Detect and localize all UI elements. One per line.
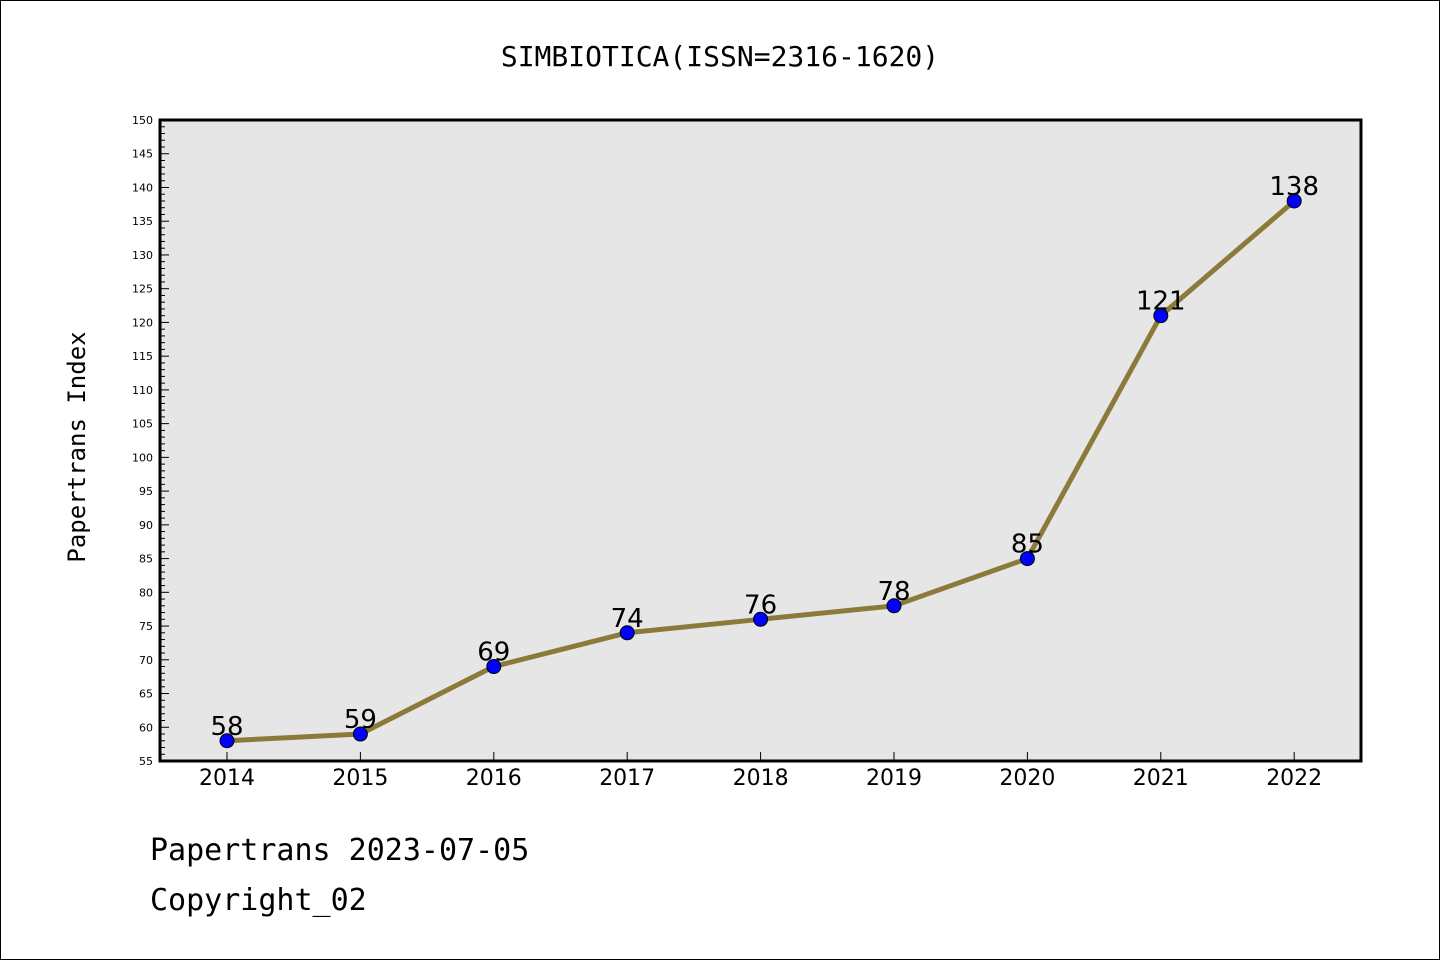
data-label: 69 xyxy=(477,638,510,668)
data-label: 138 xyxy=(1269,172,1319,202)
chart-title: SIMBIOTICA(ISSN=2316-1620) xyxy=(501,40,939,73)
y-tick-label: 115 xyxy=(132,350,153,363)
y-tick-label: 70 xyxy=(139,654,153,667)
plot-area xyxy=(158,118,1363,763)
x-tick-label: 2016 xyxy=(466,766,522,791)
y-tick-label: 105 xyxy=(132,418,153,431)
data-point xyxy=(219,733,235,749)
x-tick-label: 2019 xyxy=(866,766,922,791)
y-axis-ticks: 55 60 65 70 75 80 85 90 95 100 105 110 115 120 125 130 1… xyxy=(132,114,169,768)
y-tick-label: 60 xyxy=(139,721,153,734)
y-tick-label: 145 xyxy=(132,148,153,161)
x-tick-label: 2017 xyxy=(599,766,655,791)
data-label: 76 xyxy=(744,590,777,620)
data-point xyxy=(1019,551,1035,567)
data-point xyxy=(619,625,635,641)
y-tick-label: 125 xyxy=(132,283,153,296)
data-label: 121 xyxy=(1136,287,1186,317)
x-tick-label: 2020 xyxy=(999,766,1055,791)
y-tick-label: 95 xyxy=(139,485,153,498)
y-axis-label: Papertrans Index xyxy=(63,331,91,562)
y-tick-label: 130 xyxy=(132,249,153,262)
data-point xyxy=(1153,308,1169,324)
data-label: 74 xyxy=(611,604,644,634)
data-point xyxy=(352,726,368,742)
y-tick-label: 65 xyxy=(139,688,153,701)
data-point xyxy=(486,659,502,675)
footer-date-line: Papertrans 2023-07-05 xyxy=(150,833,530,868)
y-tick-label: 120 xyxy=(132,316,153,329)
footer-copyright: Copyright_02 xyxy=(150,883,367,918)
data-markers xyxy=(219,193,1302,749)
x-tick-label: 2014 xyxy=(199,766,255,791)
y-tick-label: 110 xyxy=(132,384,153,397)
y-tick-label: 150 xyxy=(132,114,153,127)
data-label: 58 xyxy=(210,712,243,742)
x-tick-label: 2021 xyxy=(1133,766,1189,791)
y-tick-label: 55 xyxy=(139,755,153,768)
y-tick-label: 140 xyxy=(132,181,153,194)
data-point xyxy=(753,611,769,627)
data-label: 85 xyxy=(1011,530,1044,560)
x-tick-label: 2015 xyxy=(332,766,388,791)
data-label: 78 xyxy=(877,577,910,607)
x-axis-ticks: 2014 2015 2016 2017 2018 2019 2020 2021 2022 xyxy=(199,752,1322,791)
data-labels: 58 59 69 74 76 78 85 121 138 xyxy=(210,172,1319,742)
x-tick-label: 2022 xyxy=(1266,766,1322,791)
data-point xyxy=(886,598,902,614)
y-tick-label: 80 xyxy=(139,586,153,599)
x-tick-label: 2018 xyxy=(733,766,789,791)
data-point xyxy=(1286,193,1302,209)
y-tick-label: 90 xyxy=(139,519,153,532)
y-tick-label: 75 xyxy=(139,620,153,633)
y-tick-label: 85 xyxy=(139,553,153,566)
data-label: 59 xyxy=(344,705,377,735)
y-tick-label: 135 xyxy=(132,215,153,228)
y-tick-label: 100 xyxy=(132,451,153,464)
